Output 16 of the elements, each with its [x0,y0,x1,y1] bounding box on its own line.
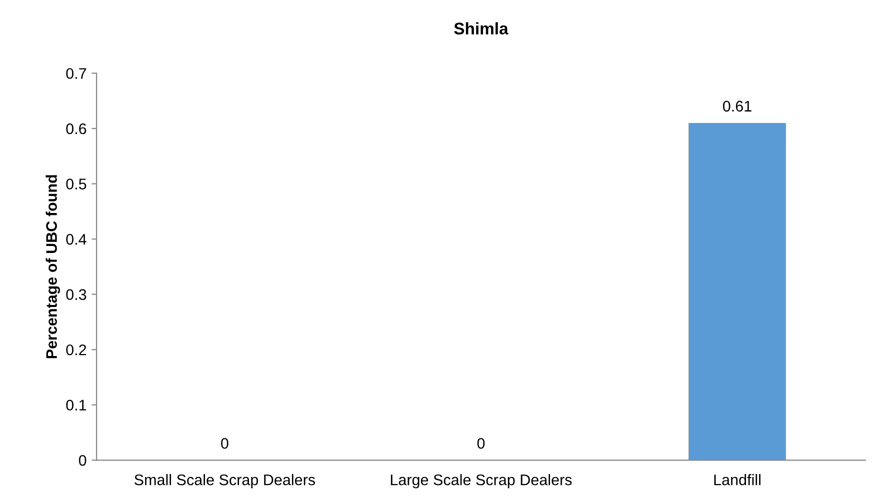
data-label: 0 [221,438,228,449]
x-tick-label: Landfill [714,474,760,486]
y-axis-title: Percentage of UBC found [46,175,60,358]
y-tick-label: 0.6 [66,123,86,134]
y-tick-label: 0.5 [66,178,86,190]
y-tick-label: 0 [78,455,86,466]
data-label: 0 [477,438,485,449]
x-tick-label: Small Scale Scrap Dealers [134,474,315,488]
x-tick-label: Large Scale Scrap Dealers [390,474,572,488]
data-label: 0.61 [722,100,752,112]
y-tick-label: 0.3 [66,289,86,300]
chart-title: Shimla [454,22,508,34]
y-tick-label: 0.2 [66,344,86,356]
y-tick-label: 0.1 [66,400,86,411]
y-tick-label: 0.7 [66,68,86,79]
y-tick-label: 0.4 [66,234,86,245]
